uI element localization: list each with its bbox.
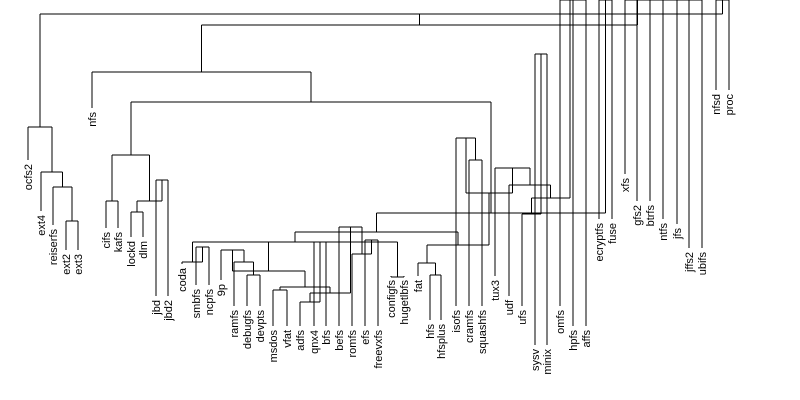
leaf-label-configfs: configfs [386, 280, 398, 318]
leaf-label-btrfs: btrfs [645, 205, 657, 227]
leaf-label-reiserfs: reiserfs [48, 229, 60, 266]
leaf-label-9p: 9p [216, 284, 228, 296]
leaf-label-coda: coda [177, 267, 189, 292]
leaf-label-msdos: msdos [268, 330, 280, 363]
leaf-label-udf: udf [504, 299, 516, 315]
leaf-label-gfs2: gfs2 [632, 205, 644, 226]
leaf-label-lockd: lockd [126, 241, 138, 267]
dendrogram-links [27, 0, 730, 345]
leaf-label-ocfs2: ocfs2 [23, 164, 35, 190]
leaf-label-sysv: sysv [530, 349, 542, 372]
leaf-label-smbfs: smbfs [191, 289, 203, 319]
leaf-label-ext2: ext2 [61, 254, 73, 275]
leaf-label-cramfs: cramfs [464, 310, 476, 344]
leaf-label-ecryptfs: ecryptfs [594, 223, 606, 262]
leaf-label-minix: minix [542, 349, 554, 375]
leaf-label-jffs2: jffs2 [684, 252, 696, 273]
leaf-label-hpfs: hpfs [568, 330, 580, 351]
leaf-label-proc: proc [724, 94, 736, 116]
leaf-label-xfs: xfs [620, 178, 632, 193]
leaf-label-befs: befs [334, 330, 346, 351]
leaf-label-hfs: hfs [425, 324, 437, 339]
leaf-label-vfat: vfat [282, 330, 294, 348]
leaf-label-devpts: devpts [255, 310, 267, 343]
leaf-label-jfs: jfs [672, 228, 684, 241]
leaf-label-isofs: isofs [451, 310, 463, 333]
leaf-label-hfsplus: hfsplus [436, 324, 448, 359]
leaf-label-tux3: tux3 [490, 280, 502, 301]
leaf-label-squashfs: squashfs [477, 310, 489, 355]
leaf-label-ncpfs: ncpfs [204, 289, 216, 316]
leaf-label-jbd: jbd [151, 300, 163, 316]
leaf-label-ufs: ufs [517, 310, 529, 325]
leaf-label-kafs: kafs [113, 232, 125, 253]
leaf-label-hugetlbfs: hugetlbfs [399, 280, 411, 325]
leaf-label-nfsd: nfsd [711, 94, 723, 115]
leaf-label-bfs: bfs [321, 330, 333, 345]
leaf-label-nfs: nfs [87, 112, 99, 127]
leaf-label-freevxfs: freevxfs [373, 330, 385, 369]
leaf-label-cifs: cifs [101, 232, 113, 249]
leaf-label-adfs: adfs [295, 330, 307, 351]
leaf-label-ubifs: ubifs [697, 252, 709, 276]
leaf-label-fuse: fuse [607, 223, 619, 244]
leaf-label-omfs: omfs [555, 310, 567, 334]
leaf-label-jbd2: jbd2 [163, 300, 175, 322]
leaf-label-efs: efs [360, 330, 372, 345]
leaf-label-debugfs: debugfs [242, 310, 254, 350]
leaf-label-ramfs: ramfs [229, 310, 241, 338]
leaf-label-dlm: dlm [138, 241, 150, 259]
leaf-label-ext3: ext3 [73, 254, 85, 275]
leaf-label-qnx4: qnx4 [309, 330, 321, 354]
leaf-label-fat: fat [413, 280, 425, 292]
leaf-label-affs: affs [581, 330, 593, 348]
leaf-label-romfs: romfs [347, 330, 359, 358]
leaf-label-ext4: ext4 [36, 215, 48, 236]
leaf-label-ntfs: ntfs [658, 223, 670, 241]
